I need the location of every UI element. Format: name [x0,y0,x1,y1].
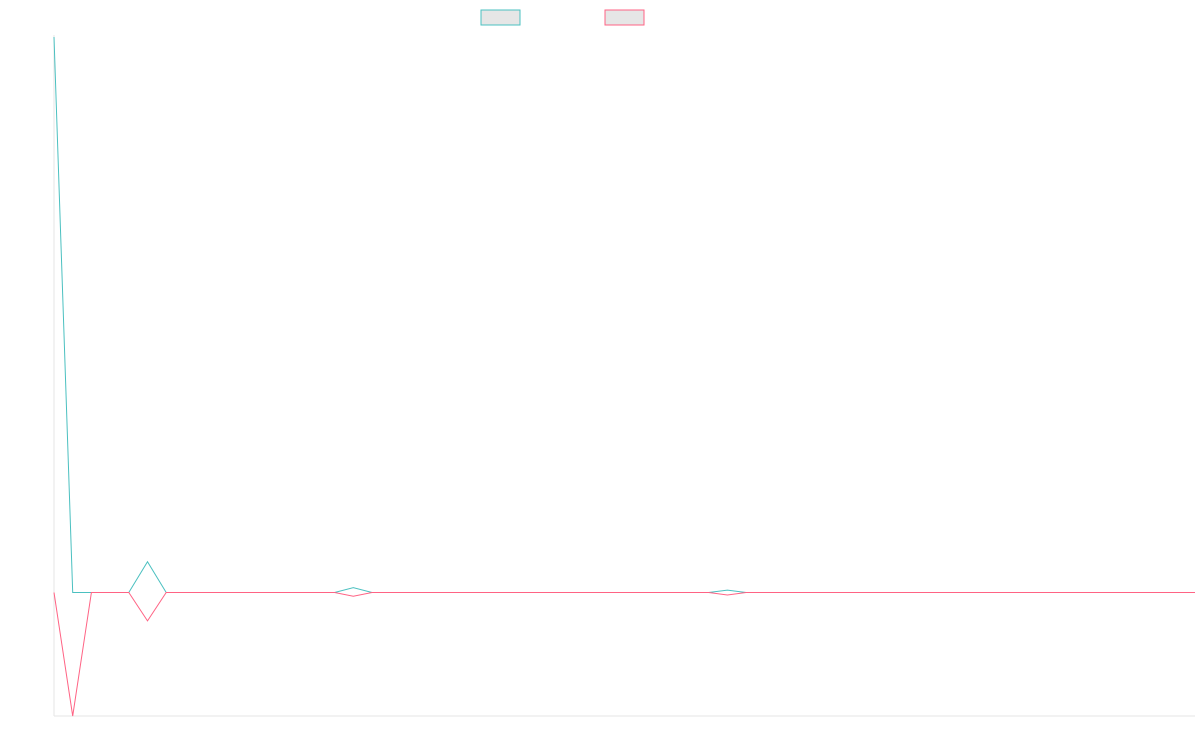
series-lines [53,36,1195,717]
axes [53,35,1195,717]
series-line [53,592,1195,717]
legend[interactable] [480,9,645,26]
legend-item[interactable] [604,9,645,26]
legend-swatch [604,9,645,26]
legend-swatch [480,9,521,26]
series-line [53,36,1195,593]
legend-item[interactable] [480,9,521,26]
